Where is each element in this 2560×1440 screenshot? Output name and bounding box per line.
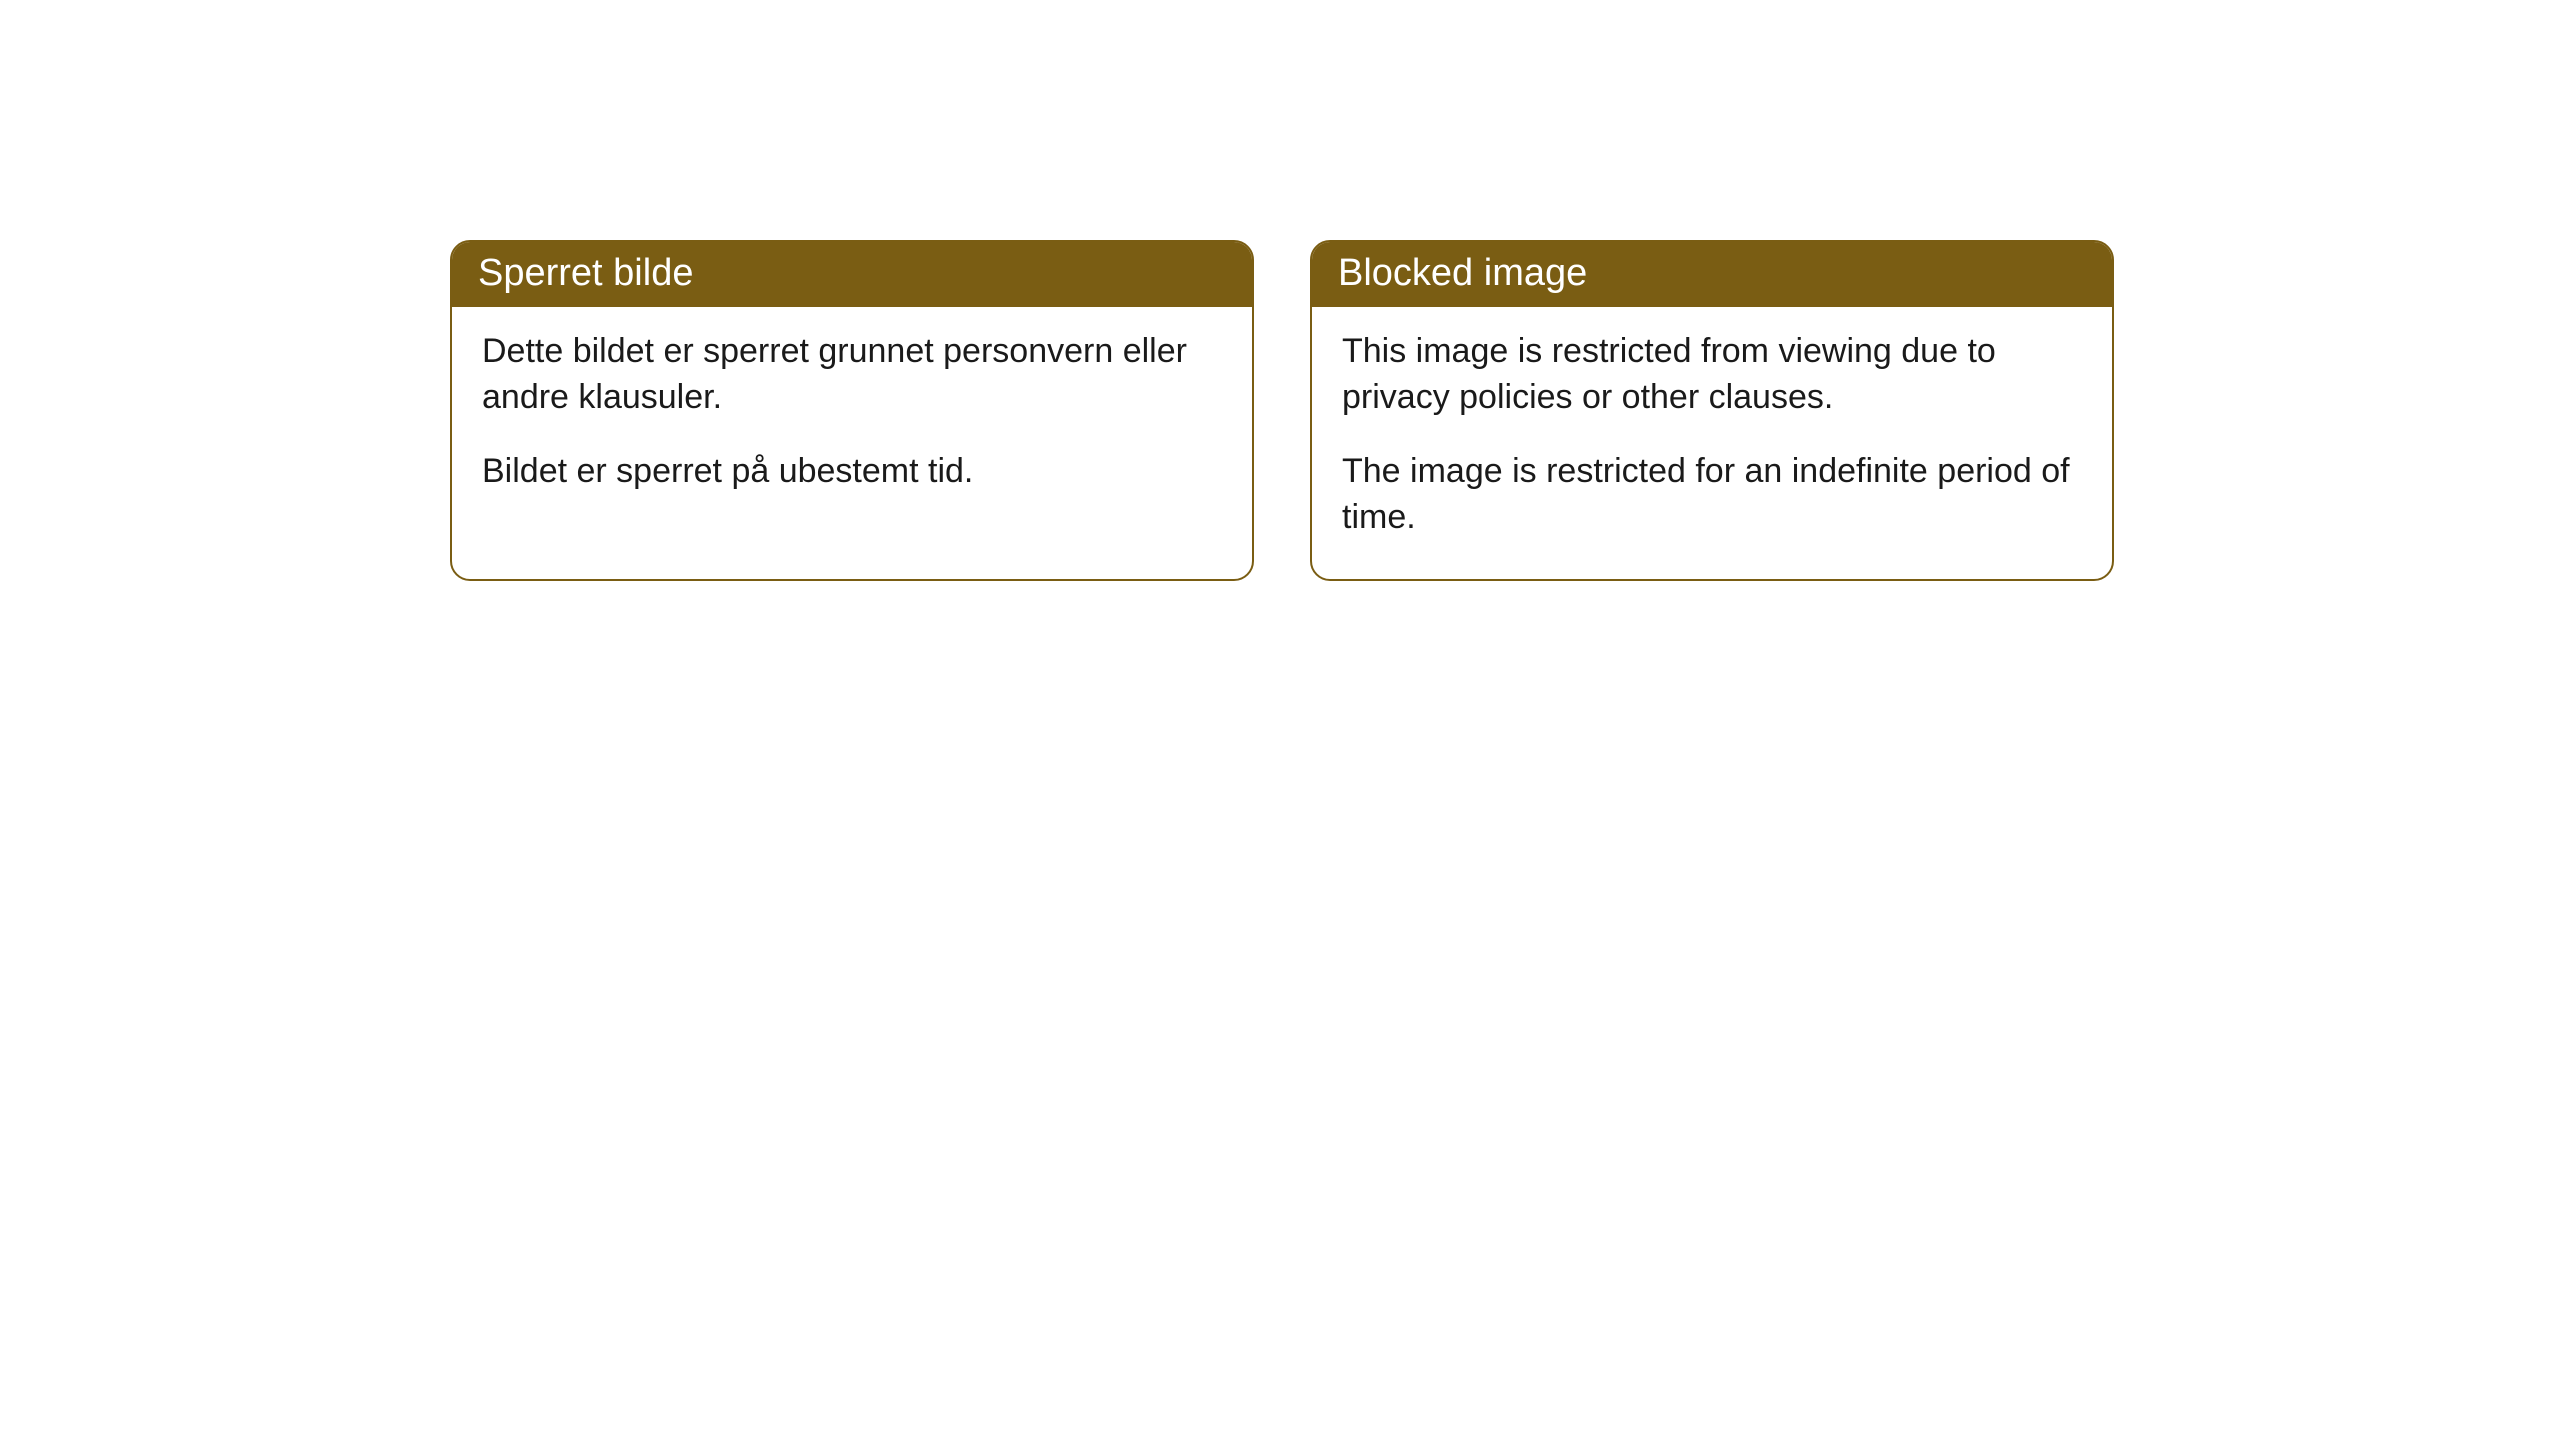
card-paragraph-1: Dette bildet er sperret grunnet personve… (482, 329, 1222, 421)
card-body: This image is restricted from viewing du… (1312, 307, 2112, 579)
cards-container: Sperret bilde Dette bildet er sperret gr… (450, 240, 2560, 581)
card-title: Blocked image (1312, 242, 2112, 307)
card-paragraph-2: Bildet er sperret på ubestemt tid. (482, 449, 1222, 495)
card-title: Sperret bilde (452, 242, 1252, 307)
card-english: Blocked image This image is restricted f… (1310, 240, 2114, 581)
card-paragraph-2: The image is restricted for an indefinit… (1342, 449, 2082, 541)
card-paragraph-1: This image is restricted from viewing du… (1342, 329, 2082, 421)
card-norwegian: Sperret bilde Dette bildet er sperret gr… (450, 240, 1254, 581)
card-body: Dette bildet er sperret grunnet personve… (452, 307, 1252, 533)
